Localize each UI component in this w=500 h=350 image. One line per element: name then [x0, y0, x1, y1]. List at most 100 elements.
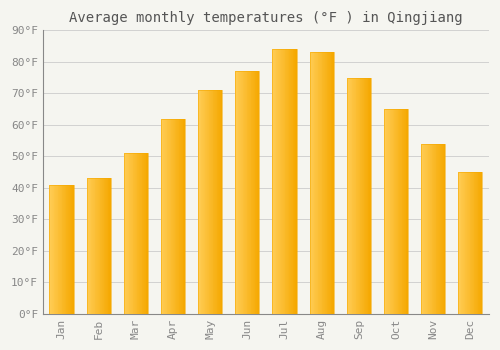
- Bar: [479, 172, 480, 314]
- Bar: [60, 185, 62, 314]
- Bar: [178, 119, 180, 314]
- Bar: [315, 52, 316, 314]
- Bar: [256, 71, 257, 314]
- Bar: [311, 52, 312, 314]
- Bar: [439, 144, 440, 314]
- Bar: [314, 52, 315, 314]
- Bar: [310, 52, 311, 314]
- Bar: [362, 78, 363, 314]
- Bar: [50, 185, 51, 314]
- Bar: [398, 109, 399, 314]
- Bar: [58, 185, 59, 314]
- Bar: [475, 172, 476, 314]
- Bar: [250, 71, 252, 314]
- Bar: [142, 153, 143, 314]
- Bar: [472, 172, 474, 314]
- Bar: [241, 71, 242, 314]
- Bar: [97, 178, 98, 314]
- Bar: [394, 109, 395, 314]
- Bar: [62, 185, 63, 314]
- Bar: [429, 144, 430, 314]
- Bar: [109, 178, 110, 314]
- Bar: [140, 153, 141, 314]
- Bar: [169, 119, 170, 314]
- Bar: [219, 90, 220, 314]
- Bar: [108, 178, 109, 314]
- Bar: [180, 119, 181, 314]
- Bar: [124, 153, 126, 314]
- Bar: [55, 185, 56, 314]
- Bar: [173, 119, 174, 314]
- Bar: [367, 78, 368, 314]
- Bar: [386, 109, 387, 314]
- Bar: [426, 144, 428, 314]
- Bar: [440, 144, 441, 314]
- Bar: [67, 185, 68, 314]
- Bar: [463, 172, 464, 314]
- Bar: [106, 178, 107, 314]
- Bar: [326, 52, 328, 314]
- Bar: [132, 153, 134, 314]
- Bar: [458, 172, 459, 314]
- Bar: [204, 90, 206, 314]
- Bar: [162, 119, 164, 314]
- Bar: [252, 71, 253, 314]
- Bar: [350, 78, 351, 314]
- Bar: [208, 90, 210, 314]
- Bar: [318, 52, 320, 314]
- Title: Average monthly temperatures (°F ) in Qingjiang: Average monthly temperatures (°F ) in Qi…: [69, 11, 462, 25]
- Bar: [355, 78, 356, 314]
- Bar: [96, 178, 97, 314]
- Bar: [273, 49, 274, 314]
- Bar: [470, 172, 471, 314]
- Bar: [236, 71, 237, 314]
- Bar: [460, 172, 462, 314]
- Bar: [240, 71, 241, 314]
- Bar: [425, 144, 426, 314]
- Bar: [206, 90, 207, 314]
- Bar: [50, 185, 74, 314]
- Bar: [56, 185, 58, 314]
- Bar: [207, 90, 208, 314]
- Bar: [199, 90, 200, 314]
- Bar: [257, 71, 258, 314]
- Bar: [126, 153, 127, 314]
- Bar: [66, 185, 67, 314]
- Bar: [471, 172, 472, 314]
- Bar: [474, 172, 475, 314]
- Bar: [481, 172, 482, 314]
- Bar: [352, 78, 353, 314]
- Bar: [246, 71, 248, 314]
- Bar: [390, 109, 391, 314]
- Bar: [164, 119, 165, 314]
- Bar: [181, 119, 182, 314]
- Bar: [396, 109, 397, 314]
- Bar: [92, 178, 93, 314]
- Bar: [467, 172, 468, 314]
- Bar: [424, 144, 425, 314]
- Bar: [320, 52, 321, 314]
- Bar: [147, 153, 148, 314]
- Bar: [443, 144, 444, 314]
- Bar: [432, 144, 433, 314]
- Bar: [459, 172, 460, 314]
- Bar: [477, 172, 478, 314]
- Bar: [104, 178, 105, 314]
- Bar: [184, 119, 185, 314]
- Bar: [384, 109, 408, 314]
- Bar: [434, 144, 435, 314]
- Bar: [161, 119, 162, 314]
- Bar: [138, 153, 139, 314]
- Bar: [392, 109, 393, 314]
- Bar: [458, 172, 482, 314]
- Bar: [101, 178, 102, 314]
- Bar: [422, 144, 424, 314]
- Bar: [135, 153, 136, 314]
- Bar: [360, 78, 361, 314]
- Bar: [430, 144, 432, 314]
- Bar: [321, 52, 322, 314]
- Bar: [254, 71, 256, 314]
- Bar: [384, 109, 386, 314]
- Bar: [348, 78, 349, 314]
- Bar: [52, 185, 54, 314]
